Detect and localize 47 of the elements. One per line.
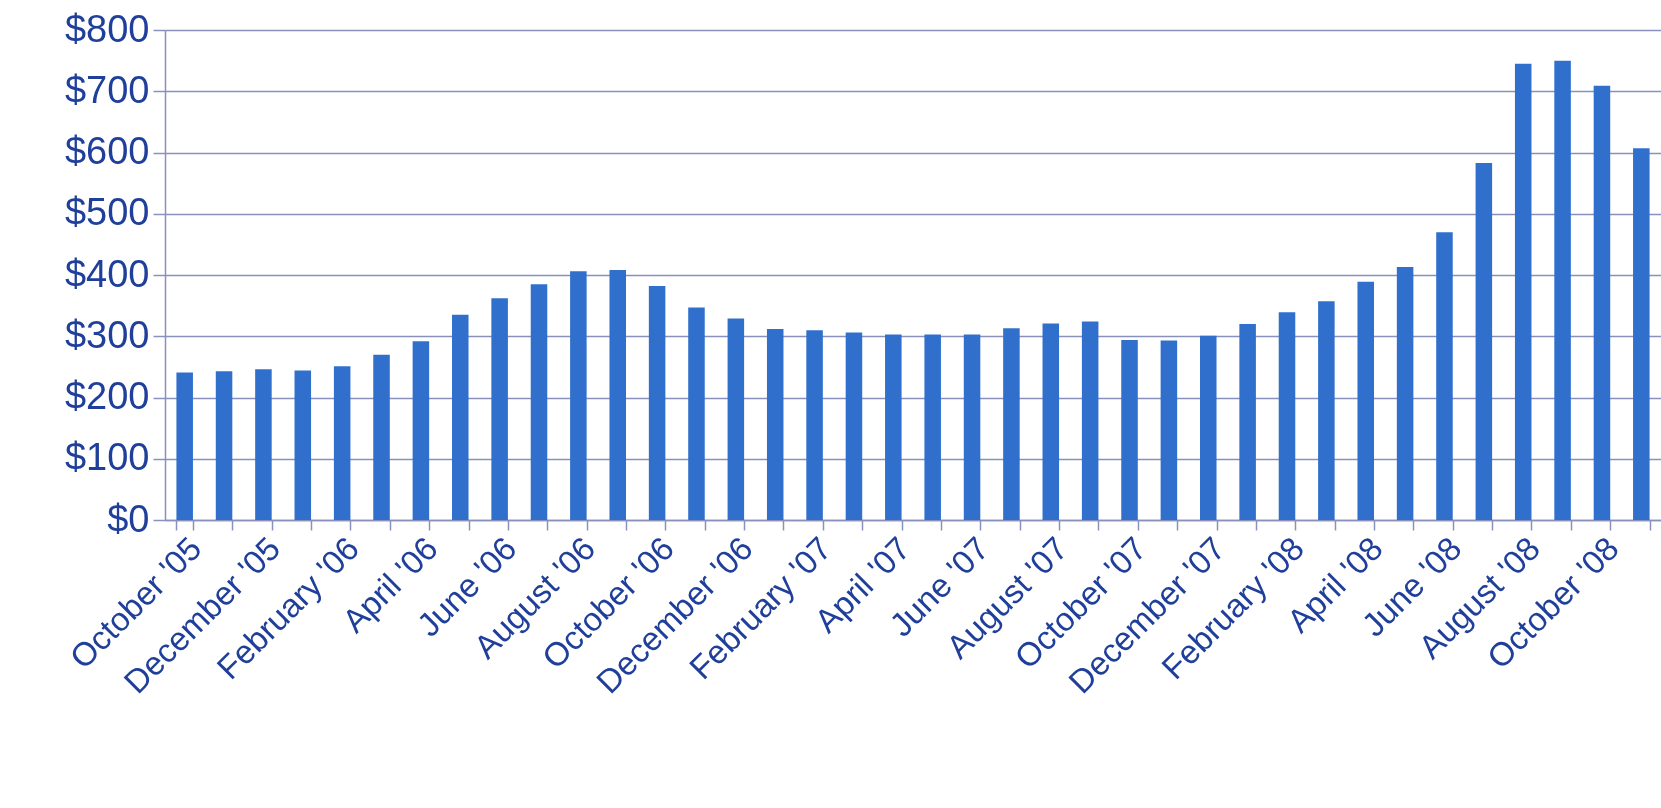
bar bbox=[1554, 60, 1571, 520]
bar bbox=[1436, 232, 1453, 520]
y-tick-label: $500 bbox=[64, 191, 150, 234]
bar bbox=[1357, 281, 1374, 520]
bar bbox=[727, 318, 745, 520]
bar bbox=[1200, 335, 1217, 520]
bar bbox=[1593, 85, 1611, 520]
bar bbox=[255, 369, 272, 520]
bar bbox=[215, 371, 233, 520]
bar bbox=[491, 298, 508, 520]
bar bbox=[1633, 148, 1650, 520]
bar bbox=[1396, 267, 1414, 520]
y-tick-label: $0 bbox=[107, 497, 150, 540]
bar bbox=[1475, 162, 1493, 520]
bar bbox=[333, 366, 351, 520]
y-tick-label: $100 bbox=[64, 436, 150, 479]
bar bbox=[1003, 328, 1020, 520]
bar bbox=[1278, 312, 1296, 520]
bar bbox=[294, 370, 312, 520]
bar bbox=[452, 314, 469, 520]
y-tick-label: $600 bbox=[64, 130, 150, 172]
y-tick-label: $200 bbox=[64, 375, 150, 417]
bar bbox=[1160, 340, 1178, 520]
bar bbox=[609, 270, 626, 520]
bar bbox=[648, 286, 666, 520]
y-tick-label: $400 bbox=[64, 252, 150, 295]
bar bbox=[845, 332, 863, 520]
bar bbox=[412, 341, 430, 520]
bar bbox=[924, 334, 941, 520]
bar bbox=[373, 354, 390, 520]
bar bbox=[688, 307, 705, 520]
bar bbox=[963, 334, 981, 520]
bar bbox=[806, 330, 823, 520]
bar bbox=[1514, 63, 1532, 520]
bar bbox=[570, 271, 587, 520]
bar bbox=[1081, 321, 1099, 520]
bar bbox=[1239, 324, 1256, 520]
bar bbox=[1042, 323, 1060, 520]
bar bbox=[766, 328, 784, 520]
bar bbox=[176, 372, 193, 520]
bar bbox=[1318, 301, 1335, 520]
bar bbox=[530, 284, 548, 520]
y-tick-label: $300 bbox=[64, 313, 150, 356]
y-tick-label: $800 bbox=[64, 7, 150, 50]
bar bbox=[885, 334, 902, 520]
bar bbox=[1121, 339, 1138, 520]
y-tick-label: $700 bbox=[64, 68, 150, 111]
